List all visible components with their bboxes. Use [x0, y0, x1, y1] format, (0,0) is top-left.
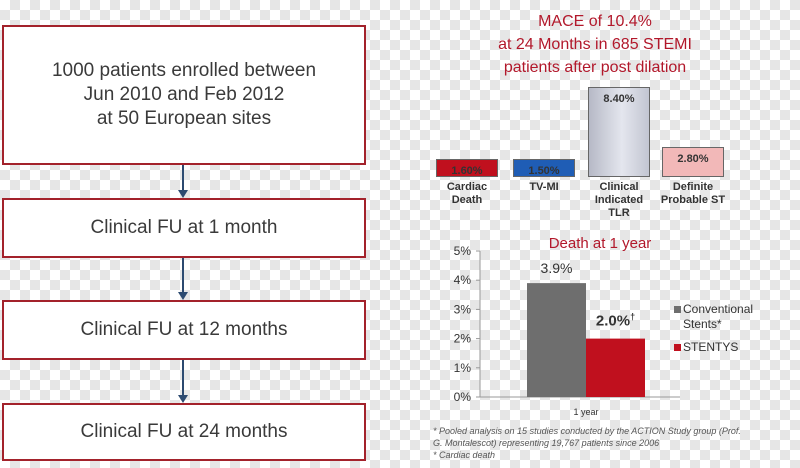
flow-arrow-down-icon: [178, 258, 188, 300]
fu-1-month-text: Clinical FU at 1 month: [90, 217, 278, 238]
mace-category-label: Definite Probable ST: [660, 181, 726, 206]
enrollment-box: 1000 patients enrolled between Jun 2010 …: [2, 25, 366, 165]
death-bar-value-label: 2.0%†: [596, 312, 635, 330]
mace-title-line-1: MACE of 10.4%: [538, 13, 652, 30]
footnote-cardiac-death: * Cardiac death: [433, 450, 496, 460]
death-bar-value-label: 3.9%: [541, 260, 573, 276]
legend-label: Conventional Stents*: [683, 302, 753, 331]
flow-arrow-down-icon: [178, 165, 188, 198]
legend-swatch: [674, 306, 681, 313]
mace-category-label: TV-MI: [529, 181, 559, 193]
fu-24-months-box: Clinical FU at 24 months: [2, 403, 366, 461]
legend-label-line: STENTYS: [683, 340, 738, 354]
fu-24-months-text: Clinical FU at 24 months: [80, 421, 288, 442]
mace-category-label: Cardiac Death: [446, 181, 488, 206]
legend-swatch: [674, 344, 681, 351]
y-tick-label: 1%: [454, 361, 472, 375]
footnote-pooled-analysis: * Pooled analysis on 15 studies conducte…: [433, 426, 741, 448]
mace-bar-value-label: 8.40%: [603, 93, 635, 105]
mace-bar: 2.80%: [662, 147, 724, 177]
y-tick-label: 0%: [454, 390, 472, 404]
y-tick-label: 2%: [454, 332, 472, 346]
death-bar-value-sup: †: [630, 312, 635, 322]
mace-title-line-3: patients after post dilation: [503, 59, 687, 76]
flow-arrow-down-icon: [178, 360, 188, 403]
mace-bar: 1.60%: [436, 159, 498, 177]
fu-12-months-text: Clinical FU at 12 months: [80, 319, 288, 340]
y-tick-label: 3%: [454, 302, 472, 316]
death-chart-title: Death at 1 year: [548, 235, 652, 252]
enrollment-text: 1000 patients enrolled between Jun 2010 …: [51, 60, 317, 129]
fu-1-month-box: Clinical FU at 1 month: [2, 198, 366, 258]
mace-category-label: Clinical Indicated TLR: [594, 181, 644, 219]
mace-title: MACE of 10.4% at 24 Months in 685 STEMI …: [440, 10, 750, 79]
mace-bar-value-label: 1.50%: [528, 165, 560, 177]
mace-title-line-2: at 24 Months in 685 STEMI: [498, 36, 692, 53]
y-tick-label: 5%: [454, 244, 472, 258]
death-bar: [586, 338, 645, 397]
legend-label: STENTYS: [683, 340, 738, 354]
footnotes: * Pooled analysis on 15 studies conducte…: [433, 425, 795, 461]
mace-bar-value-label: 2.80%: [677, 153, 709, 165]
mace-bar: 1.50%: [513, 159, 575, 177]
fu-12-months-box: Clinical FU at 12 months: [2, 300, 366, 360]
death-bar: [527, 283, 586, 397]
legend-label-line: Stents*: [683, 317, 722, 331]
y-tick-label: 4%: [454, 273, 472, 287]
legend-label-line: Conventional: [683, 302, 753, 316]
mace-bar-value-label: 1.60%: [451, 165, 483, 177]
mace-bar: 8.40%: [588, 87, 650, 177]
x-category-label: 1 year: [573, 407, 598, 417]
